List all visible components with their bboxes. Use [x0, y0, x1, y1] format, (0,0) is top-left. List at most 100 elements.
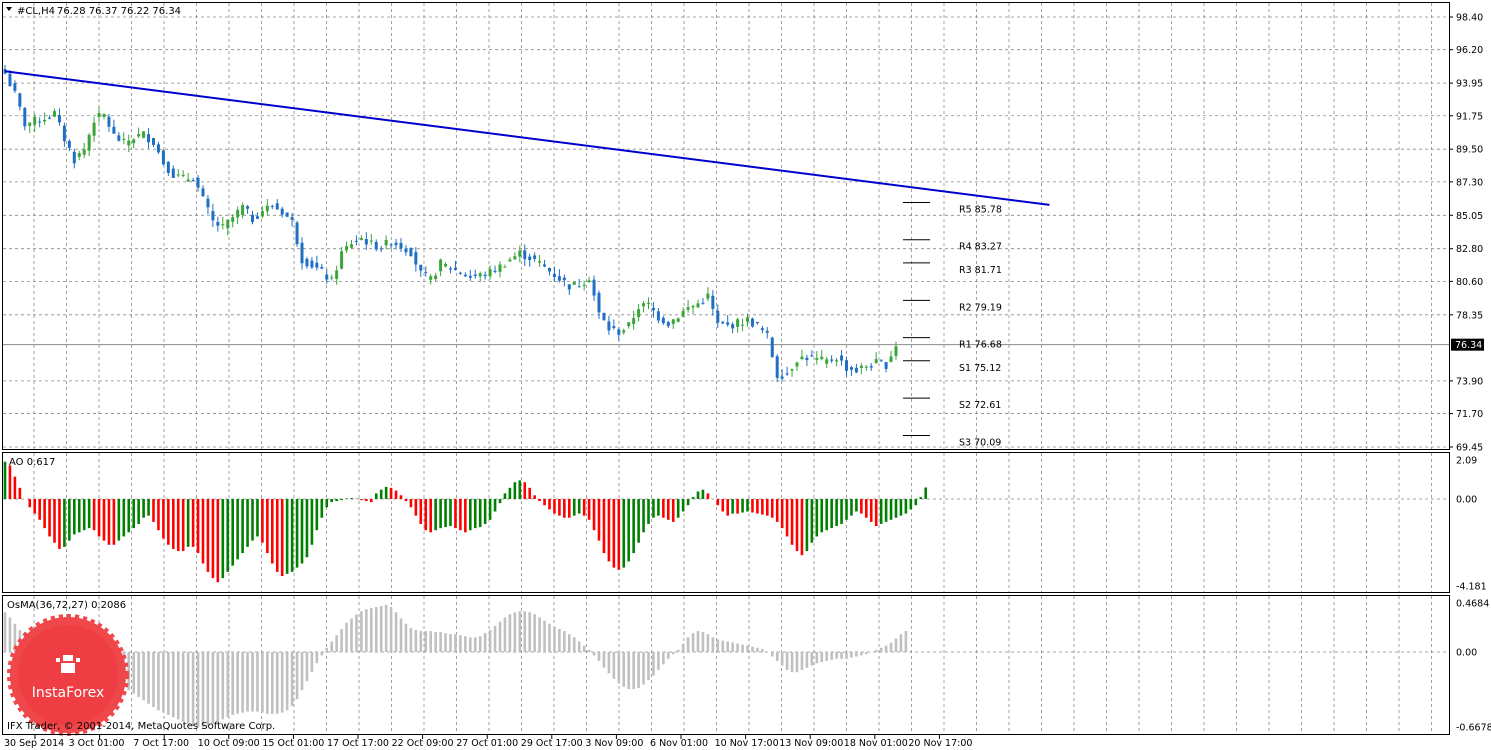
candle — [325, 269, 329, 284]
x-tick-label: 27 Oct 01:00 — [456, 738, 518, 749]
candle — [434, 272, 438, 282]
candle — [117, 132, 121, 142]
x-tick-label: 3 Oct 01:00 — [69, 738, 125, 749]
ao-y-tick: -4.181 — [1456, 582, 1487, 593]
ao-y-tick: 0.00 — [1456, 495, 1477, 506]
osma-y-tick: -0.6678 — [1456, 723, 1491, 734]
candle — [493, 265, 497, 274]
x-tick-label: 15 Oct 01:00 — [262, 738, 324, 749]
candle — [661, 316, 665, 325]
candle — [859, 362, 863, 375]
trendline[interactable] — [4, 70, 1050, 206]
candle — [345, 241, 349, 253]
candle — [463, 272, 467, 277]
candle — [107, 113, 111, 132]
candle — [775, 354, 779, 383]
candle — [746, 313, 749, 327]
candle — [716, 304, 720, 328]
dropdown-triangle-icon[interactable] — [6, 7, 12, 11]
candle — [602, 312, 606, 321]
candle — [854, 363, 858, 374]
candle — [290, 212, 294, 227]
candle — [270, 204, 274, 210]
candle — [399, 238, 403, 252]
candle — [869, 363, 873, 371]
pivot-label: R4 83.27 — [959, 242, 1002, 253]
candle — [191, 177, 195, 182]
candle — [889, 350, 893, 363]
candle — [424, 266, 428, 277]
candle — [211, 203, 215, 227]
candle — [632, 310, 636, 330]
candle — [62, 122, 66, 147]
x-tick-label: 10 Oct 09:00 — [198, 738, 260, 749]
candle — [508, 257, 512, 262]
candle — [884, 361, 888, 373]
candle — [647, 297, 650, 310]
candle — [543, 259, 547, 268]
candle — [221, 216, 225, 230]
candle — [350, 240, 353, 249]
candle — [38, 117, 42, 128]
watermark-text: InstaForex — [32, 685, 105, 701]
candle — [241, 202, 245, 219]
y-tick-label: 98.40 — [1456, 13, 1483, 24]
candle — [651, 302, 655, 318]
candle — [77, 150, 81, 161]
candle — [577, 278, 581, 288]
candle — [528, 253, 532, 267]
candle — [562, 274, 566, 287]
x-tick-label: 29 Oct 17:00 — [521, 738, 583, 749]
candle — [92, 117, 96, 143]
candle — [87, 133, 91, 157]
pivot-label: S3 70.09 — [959, 437, 1001, 448]
candle — [23, 106, 27, 131]
candle — [112, 119, 116, 134]
candle — [557, 269, 561, 283]
y-tick-label: 96.20 — [1456, 45, 1483, 56]
candle — [805, 354, 809, 366]
candle — [592, 275, 596, 301]
osma-y-tick: 0.00 — [1456, 648, 1477, 659]
candle — [548, 267, 551, 276]
candle — [666, 320, 670, 328]
y-tick-label: 82.80 — [1456, 244, 1483, 255]
candle — [498, 261, 502, 278]
candle — [409, 247, 413, 257]
candle — [765, 326, 769, 339]
candle — [894, 341, 898, 360]
candle — [770, 336, 774, 358]
candle — [236, 206, 240, 225]
candle — [394, 238, 398, 250]
candle — [122, 132, 126, 145]
candle — [572, 281, 576, 286]
candle — [231, 214, 235, 228]
candle — [137, 127, 141, 139]
candle — [132, 138, 136, 149]
symbol-label: #CL,H4 — [17, 6, 55, 17]
x-tick-label: 20 Nov 17:00 — [908, 738, 972, 749]
candle — [102, 113, 106, 120]
candle — [404, 245, 408, 256]
candle — [310, 257, 314, 270]
y-tick-label: 80.60 — [1456, 277, 1483, 288]
candle — [414, 247, 418, 272]
candle — [567, 284, 571, 296]
candle — [755, 321, 759, 325]
candle — [57, 108, 61, 126]
candle — [706, 287, 710, 302]
candle — [473, 269, 477, 279]
candle — [597, 290, 601, 319]
candle — [330, 274, 334, 281]
candle — [374, 239, 378, 252]
instaforex-logo: InstaForex — [7, 614, 129, 736]
candle — [166, 161, 170, 176]
candle — [28, 122, 32, 133]
candle — [879, 358, 883, 362]
candle — [82, 143, 86, 159]
candle — [750, 317, 754, 328]
instaforex-emblem-icon — [56, 655, 80, 673]
candle — [43, 112, 47, 125]
candle — [612, 319, 616, 330]
